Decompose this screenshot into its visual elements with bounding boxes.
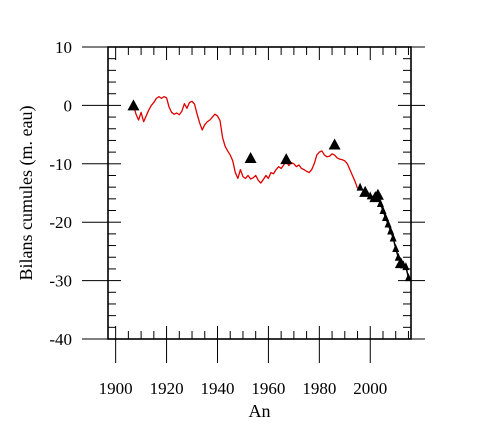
y-tick-label: -40 <box>49 330 72 349</box>
observation-marker <box>356 182 364 191</box>
y-tick-label: -20 <box>49 213 72 232</box>
observation-marker <box>371 188 384 200</box>
y-tick-label: -30 <box>49 272 72 291</box>
minor-ticks <box>108 47 411 339</box>
observation-marker <box>280 153 293 165</box>
y-axis-title: Bilans cumules (m. eau) <box>16 106 37 281</box>
observation-marker <box>127 99 140 111</box>
x-tick-label: 1940 <box>200 379 234 398</box>
observation-marker <box>244 151 257 163</box>
x-tick-label: 1980 <box>302 379 336 398</box>
observation-marker <box>384 219 392 228</box>
y-tick-label: -10 <box>49 155 72 174</box>
observation-marker <box>328 138 341 150</box>
y-tick-labels: 10 0 -10 -20 -30 -40 <box>49 38 72 349</box>
x-tick-label: 1960 <box>251 379 285 398</box>
x-tick-labels: 1900 1920 1940 1960 1980 2000 <box>99 379 388 398</box>
y-tick-label: 10 <box>55 38 72 57</box>
observation-marker <box>389 233 397 242</box>
observation-marker <box>402 262 410 271</box>
x-tick-label: 1920 <box>150 379 184 398</box>
observation-marker <box>359 185 372 197</box>
observation-marker <box>392 243 400 252</box>
x-tick-label: 1900 <box>99 379 133 398</box>
x-axis-title: An <box>249 401 271 421</box>
mass-balance-line <box>132 95 359 189</box>
observation-marker <box>379 206 387 215</box>
observation-marker <box>387 226 395 235</box>
series-line <box>132 95 359 189</box>
y-tick-label: 0 <box>64 96 73 115</box>
plot-frame <box>107 46 412 340</box>
x-tick-label: 2000 <box>353 379 387 398</box>
observation-marker <box>376 199 384 208</box>
observation-marker <box>382 213 390 222</box>
